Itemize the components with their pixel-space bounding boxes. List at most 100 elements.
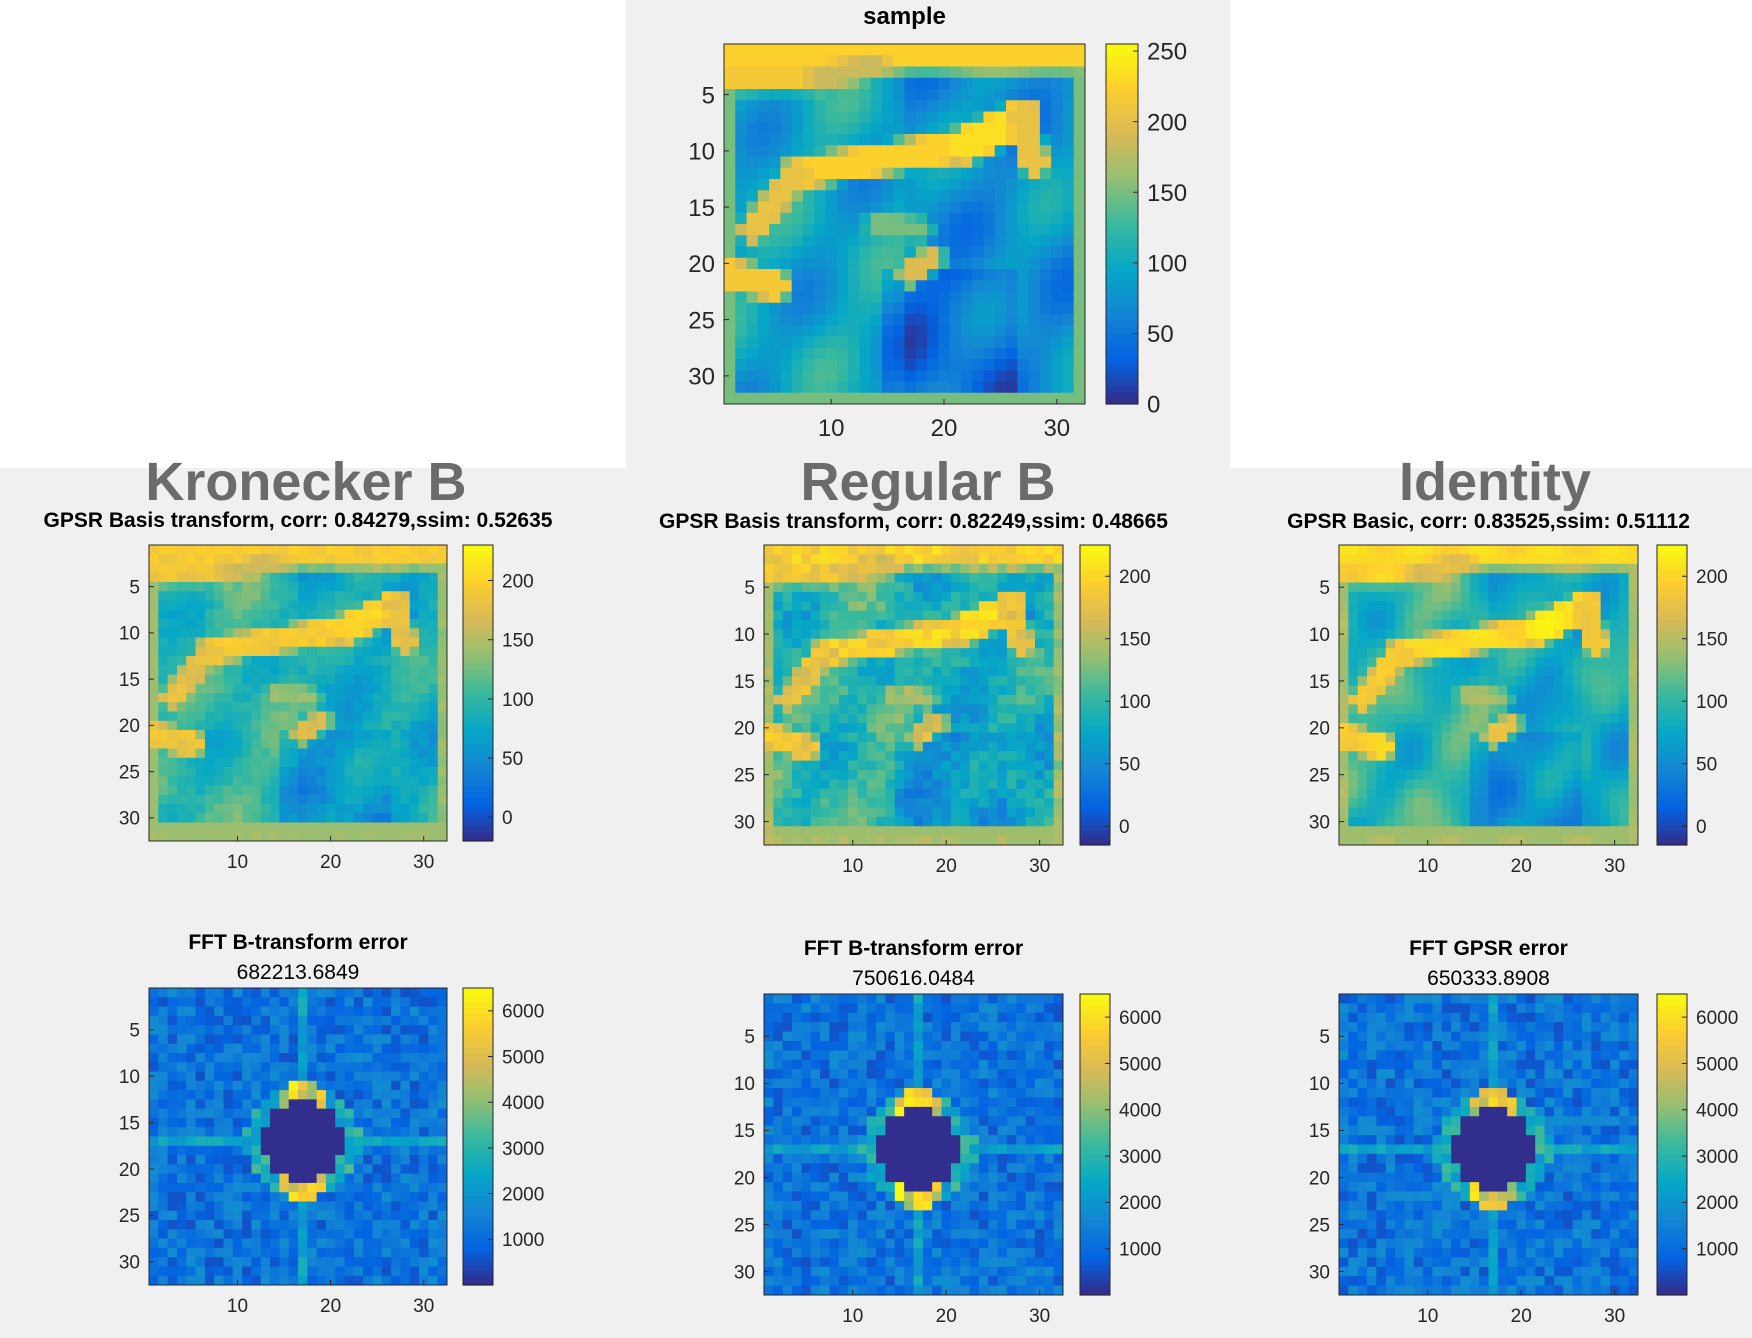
- heatmap-cell: [932, 582, 943, 593]
- heatmap-cell: [941, 751, 952, 762]
- colorbar-segment: [1080, 580, 1110, 586]
- heatmap-cell: [978, 732, 989, 743]
- heatmap-cell: [960, 620, 971, 630]
- heatmap-cell: [316, 545, 327, 555]
- heatmap-cell: [836, 347, 849, 360]
- heatmap-cell: [149, 1043, 159, 1054]
- heatmap-cell: [1006, 381, 1018, 394]
- heatmap-cell: [814, 167, 827, 180]
- heatmap-cell: [223, 776, 234, 786]
- heatmap-cell: [972, 212, 984, 225]
- heatmap-cell: [158, 702, 169, 712]
- heatmap-cell: [825, 291, 838, 304]
- heatmap-cell: [913, 620, 924, 630]
- heatmap-cell: [848, 257, 860, 270]
- heatmap-cell: [1339, 563, 1349, 574]
- colorbar-segment: [1106, 344, 1138, 351]
- colorbar-segment: [463, 545, 493, 551]
- heatmap-cell: [214, 1034, 224, 1045]
- heatmap-cell: [158, 563, 169, 574]
- heatmap-cell: [1516, 676, 1527, 687]
- heatmap-cell: [724, 246, 736, 259]
- heatmap-cell: [829, 610, 840, 621]
- heatmap-cell: [825, 44, 838, 56]
- heatmap-cell: [870, 280, 883, 292]
- heatmap-cell: [1609, 601, 1620, 612]
- heatmap-cell: [167, 545, 178, 555]
- heatmap-cell: [904, 835, 914, 846]
- heatmap-cell: [167, 1108, 178, 1119]
- heatmap-cell: [214, 776, 224, 786]
- heatmap-cell: [1044, 638, 1055, 649]
- heatmap-cell: [1469, 554, 1480, 565]
- heatmap-cell: [1006, 770, 1017, 780]
- heatmap-cell: [1348, 798, 1359, 809]
- heatmap-cell: [814, 145, 827, 157]
- heatmap-cell: [158, 794, 169, 805]
- heatmap-cell: [773, 713, 784, 724]
- heatmap-cell: [381, 720, 392, 731]
- heatmap-cell: [960, 235, 973, 247]
- heatmap-cell: [344, 563, 355, 574]
- heatmap-cell: [1497, 629, 1508, 640]
- heatmap-cell: [344, 739, 355, 749]
- heatmap-cell: [1516, 685, 1527, 696]
- colorbar-segment: [1080, 615, 1110, 621]
- heatmap-cell: [260, 637, 271, 648]
- heatmap-cell: [757, 66, 770, 79]
- heatmap-cell: [149, 545, 159, 555]
- heatmap-cell: [791, 179, 804, 191]
- heatmap-cell: [242, 600, 252, 611]
- heatmap-cell: [876, 620, 886, 630]
- heatmap-cell: [820, 591, 830, 602]
- heatmap-cell: [1609, 629, 1620, 640]
- heatmap-cell: [780, 66, 793, 79]
- heatmap-cell: [195, 1006, 206, 1017]
- heatmap-cell: [904, 246, 917, 259]
- heatmap-cell: [1600, 779, 1611, 790]
- heatmap-cell: [814, 336, 827, 349]
- heatmap-cell: [972, 336, 984, 349]
- heatmap-cell: [391, 1025, 401, 1035]
- heatmap-cell: [232, 1062, 243, 1073]
- heatmap-cell: [251, 683, 262, 694]
- heatmap-cell: [1553, 648, 1564, 659]
- heatmap-cell: [792, 629, 802, 640]
- heatmap-cell: [437, 730, 448, 740]
- y-tick-label: 30: [734, 812, 755, 833]
- heatmap-cell: [1544, 835, 1555, 846]
- heatmap-cell: [994, 55, 1007, 67]
- heatmap-cell: [391, 693, 401, 703]
- heatmap-cell: [204, 785, 215, 796]
- heatmap-cell: [409, 748, 420, 759]
- heatmap-cell: [344, 1025, 355, 1035]
- heatmap-cell: [941, 582, 952, 593]
- heatmap-cell: [820, 704, 830, 715]
- heatmap-cell: [1044, 573, 1055, 584]
- colorbar-segment: [1080, 705, 1110, 711]
- colorbar-segment: [463, 796, 493, 803]
- heatmap-cell: [400, 720, 411, 731]
- heatmap-cell: [325, 794, 336, 805]
- heatmap-cell: [757, 224, 770, 236]
- heatmap-cell: [186, 563, 197, 574]
- heatmap-cell: [757, 246, 770, 259]
- y-tick-label: 5: [129, 577, 140, 598]
- heatmap-cell: [915, 392, 928, 405]
- heatmap-cell: [932, 648, 943, 659]
- heatmap-cell: [836, 314, 849, 326]
- heatmap-cell: [167, 554, 178, 564]
- colorbar-segment: [1657, 650, 1687, 656]
- heatmap-cell: [400, 628, 411, 638]
- heatmap-cell: [791, 134, 804, 146]
- heatmap-cell: [994, 145, 1007, 157]
- heatmap-cell: [428, 739, 439, 749]
- heatmap-cell: [994, 44, 1007, 56]
- heatmap-cell: [915, 269, 928, 281]
- heatmap-cell: [941, 713, 952, 724]
- heatmap-cell: [1016, 723, 1027, 734]
- heatmap-cell: [894, 788, 905, 799]
- colorbar-segment: [1106, 200, 1138, 207]
- heatmap-cell: [983, 325, 996, 337]
- heatmap-cell: [922, 741, 933, 752]
